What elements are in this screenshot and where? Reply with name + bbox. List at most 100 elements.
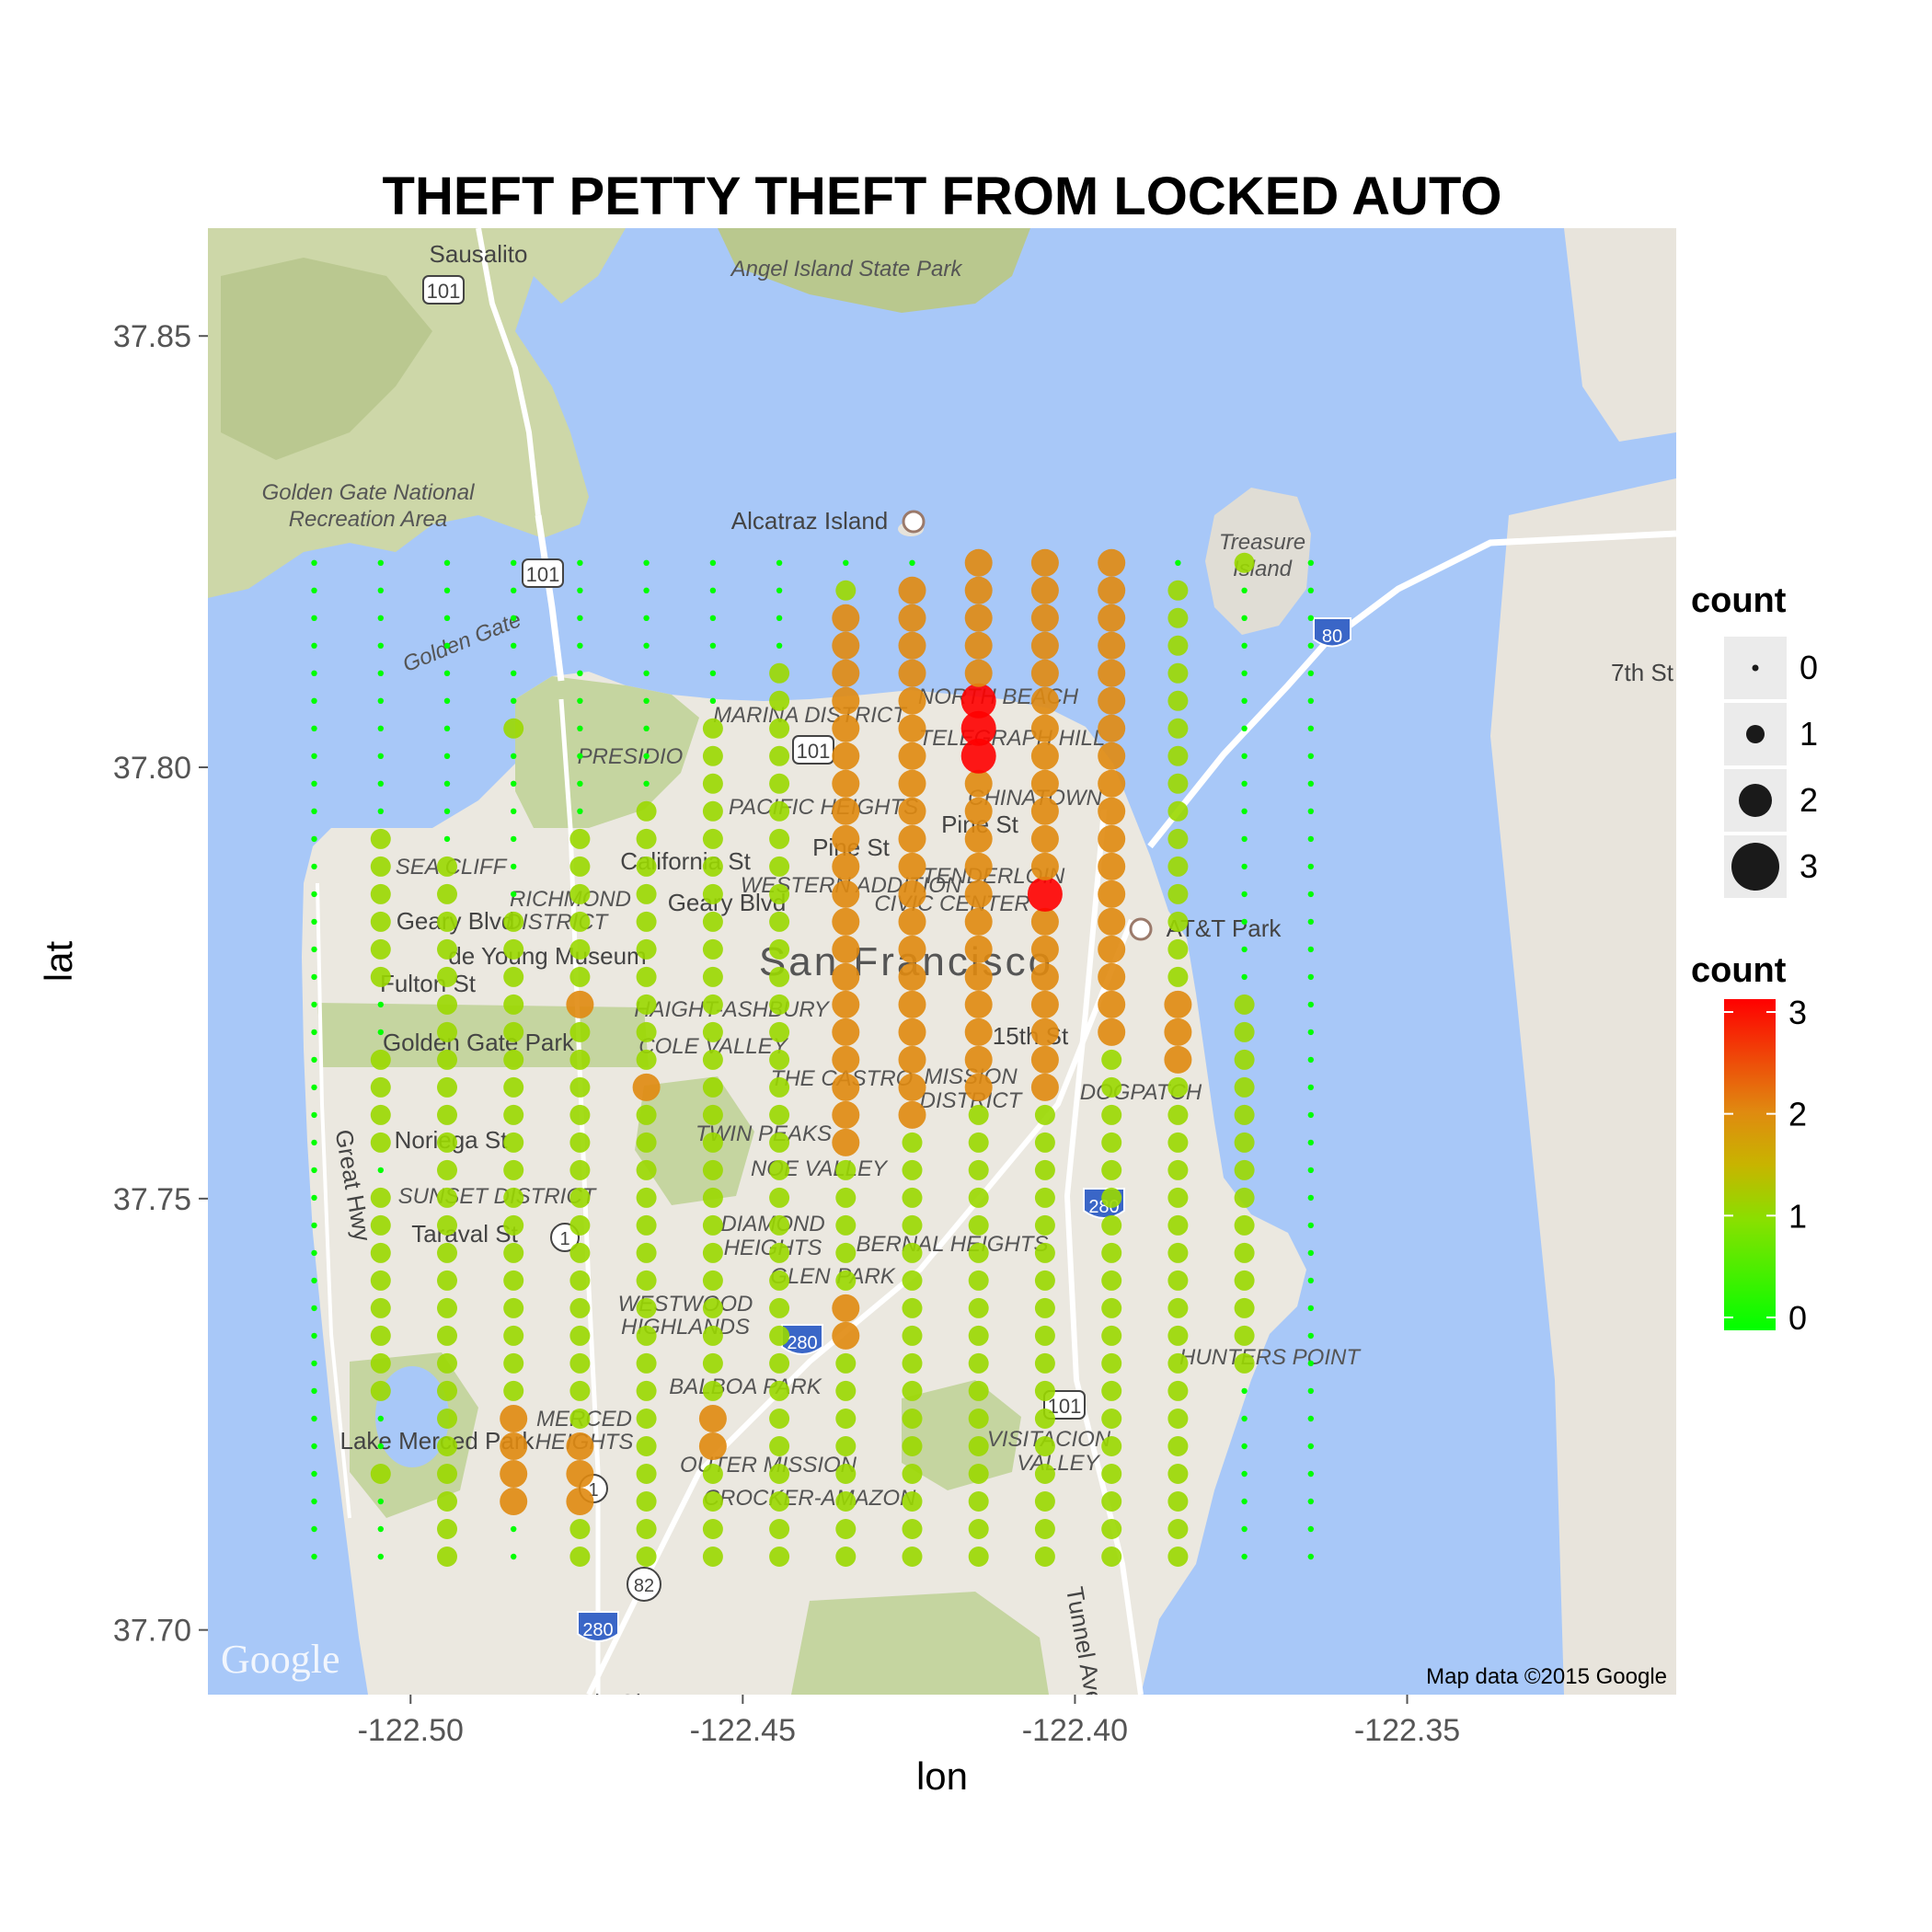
data-point: [311, 670, 317, 676]
data-point: [1030, 714, 1059, 742]
data-point: [1307, 808, 1315, 814]
data-point: [702, 1132, 723, 1153]
label-de-young: de Young Museum: [448, 942, 646, 970]
data-point: [902, 1409, 923, 1429]
data-point: [1098, 576, 1126, 604]
data-point: [1164, 1045, 1192, 1074]
data-point: [960, 710, 996, 746]
data-point: [643, 697, 650, 704]
san-bruno-mountain: [791, 1592, 1049, 1695]
data-point: [1307, 1139, 1315, 1146]
data-point: [311, 1553, 317, 1560]
data-point: [569, 1519, 591, 1539]
data-point: [370, 1270, 391, 1291]
data-point: [370, 828, 391, 849]
data-point: [709, 670, 717, 676]
data-point: [776, 559, 783, 566]
size-legend-keys: 0 1 2 3: [1724, 637, 1818, 898]
data-point: [832, 714, 860, 742]
data-point: [370, 1076, 391, 1098]
data-point: [964, 797, 993, 825]
data-point: [1307, 780, 1315, 787]
data-point: [769, 966, 790, 987]
data-point: [832, 604, 860, 632]
y-tick-label: 37.85: [113, 319, 191, 354]
data-point: [636, 994, 657, 1015]
data-point: [1167, 1464, 1189, 1484]
data-point: [1030, 659, 1059, 687]
data-point: [1034, 1380, 1055, 1401]
data-point: [1241, 1443, 1248, 1450]
data-point: [964, 935, 993, 963]
data-point: [1034, 1409, 1055, 1429]
label-treasure-1: Treasure: [1219, 530, 1305, 555]
data-point: [898, 742, 926, 770]
data-point: [636, 1519, 657, 1539]
data-point: [1030, 962, 1059, 991]
data-point: [311, 1332, 317, 1340]
data-point: [1241, 1387, 1248, 1395]
size-legend: count 0 1 2 3: [1691, 581, 1818, 898]
data-point: [311, 1305, 317, 1312]
data-point: [702, 718, 723, 739]
data-point: [1241, 863, 1248, 870]
data-point: [370, 1132, 391, 1153]
data-point: [1307, 670, 1315, 676]
data-point: [1030, 576, 1059, 604]
label-haight: HAIGHT-ASHBURY: [634, 997, 831, 1022]
data-point: [377, 1001, 384, 1008]
data-point: [1030, 631, 1059, 660]
data-point: [698, 1432, 727, 1460]
data-point: [370, 1325, 391, 1346]
data-point: [898, 935, 926, 963]
label-alcatraz: Alcatraz Island: [731, 507, 889, 535]
data-point: [968, 1297, 989, 1318]
data-point: [569, 1214, 591, 1236]
data-point: [1307, 863, 1315, 870]
data-point: [443, 835, 451, 843]
data-point: [1167, 966, 1189, 987]
data-point: [437, 1547, 457, 1567]
data-point: [898, 686, 926, 715]
data-point: [1241, 1415, 1248, 1422]
data-point: [1234, 1242, 1255, 1263]
color-legend-ticks: 0 1 2 3: [1724, 994, 1807, 1337]
data-point: [1167, 1187, 1189, 1208]
data-point: [1027, 876, 1063, 912]
x-axis: -122.50 -122.45 -122.40 -122.35: [358, 1695, 1460, 1748]
data-point: [377, 780, 384, 787]
data-point: [311, 1277, 317, 1284]
data-point: [636, 1104, 657, 1125]
data-point: [1034, 1547, 1055, 1567]
label-crocker: CROCKER-AMAZON: [704, 1486, 916, 1511]
data-point: [769, 1464, 790, 1484]
data-point: [437, 994, 457, 1015]
data-point: [511, 891, 517, 898]
label-balboa: BALBOA PARK: [669, 1374, 822, 1399]
data-point: [835, 1464, 857, 1484]
data-point: [437, 1409, 457, 1429]
data-point: [503, 1270, 524, 1291]
data-point: [370, 911, 391, 932]
data-point: [1030, 1073, 1059, 1101]
data-point: [964, 852, 993, 880]
data-point: [1234, 1104, 1255, 1125]
label-marina: MARINA DISTRICT: [713, 703, 908, 728]
data-point: [370, 1187, 391, 1208]
data-point: [1307, 1167, 1315, 1174]
data-point: [1030, 852, 1059, 880]
data-point: [370, 883, 391, 904]
data-point: [968, 1187, 989, 1208]
data-point: [902, 1464, 923, 1484]
data-point: [968, 1352, 989, 1374]
points-layer: [311, 548, 1315, 1567]
data-point: [370, 1214, 391, 1236]
data-point: [1098, 990, 1126, 1018]
data-point: [1164, 1018, 1192, 1046]
data-point: [377, 1443, 384, 1450]
data-point: [1307, 1498, 1315, 1505]
data-point: [902, 1519, 923, 1539]
data-point: [1167, 690, 1189, 711]
data-point: [1167, 856, 1189, 877]
data-point: [1101, 1325, 1122, 1346]
